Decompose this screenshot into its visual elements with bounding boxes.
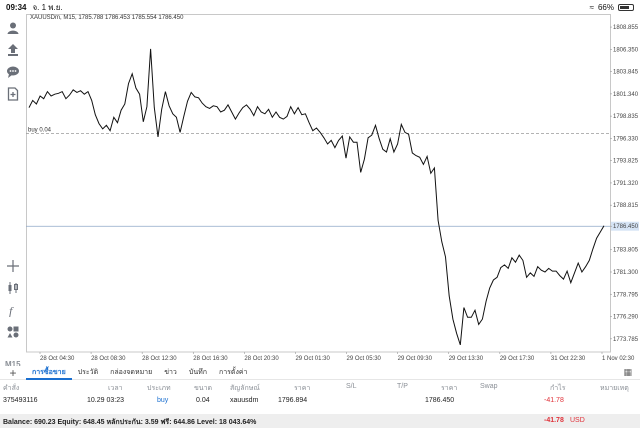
position-size: 0.04 xyxy=(196,397,210,404)
trade-panel: + การซื้อขาย ประวัติ กล่องจดหมาย ข่าว บั… xyxy=(0,366,640,447)
battery-icon xyxy=(618,3,634,11)
position-symbol: xauusdm xyxy=(230,397,259,404)
price-tick-label: 1808.855 xyxy=(613,25,639,31)
current-price-tag xyxy=(611,221,639,231)
time-tick-label: 28 Oct 16:30 xyxy=(193,356,228,362)
price-tick-label: 1806.350 xyxy=(613,47,639,53)
time-tick-label: 1 Nov 02:30 xyxy=(602,356,635,362)
user-icon[interactable] xyxy=(2,17,24,39)
position-time: 10.29 03:23 xyxy=(87,397,124,404)
price-tick-label: 1778.795 xyxy=(613,292,639,298)
position-order: 375493116 xyxy=(3,397,38,404)
price-tick-label: 1793.825 xyxy=(613,159,639,165)
price-tick-label: 1788.815 xyxy=(613,203,639,209)
status-bar: 09:34 จ. 1 พ.ย. ≈ 66% xyxy=(0,0,640,14)
position-type: buy xyxy=(157,397,169,404)
position-row[interactable]: 375493116 10.29 03:23 buy 0.04 xauusdm 1… xyxy=(0,394,640,408)
svg-text:f: f xyxy=(9,304,14,317)
time-tick-label: 31 Oct 22:30 xyxy=(551,356,586,362)
status-time: 09:34 xyxy=(6,2,27,12)
price-tick-label: 1776.290 xyxy=(613,315,639,321)
tab-news[interactable]: ข่าว xyxy=(164,368,177,376)
col-time: เวลา xyxy=(108,385,123,392)
add-document-icon[interactable] xyxy=(2,83,24,105)
col-swap: Swap xyxy=(480,383,498,390)
time-tick-label: 28 Oct 04:30 xyxy=(40,356,75,362)
col-current-price: ราคา xyxy=(441,385,458,392)
balance-text: Balance: 690.23 Equity: 648.45 หลักประกั… xyxy=(3,419,257,426)
time-tick-label: 28 Oct 12:30 xyxy=(142,356,177,362)
price-tick-label: 1803.845 xyxy=(613,70,639,76)
col-profit: กำไร xyxy=(550,385,566,392)
time-tick-label: 28 Oct 08:30 xyxy=(91,356,126,362)
currency-label: USD xyxy=(570,417,585,424)
price-tick-label: 1798.835 xyxy=(613,114,639,120)
function-icon[interactable]: f xyxy=(2,299,24,321)
price-chart[interactable]: 1808.855 1806.350 1803.845 1801.340 1798.835… xyxy=(26,14,640,366)
col-comment: หมายเหตุ xyxy=(600,385,629,392)
left-toolbar: f M15 xyxy=(0,14,26,369)
crosshair-icon[interactable] xyxy=(2,255,24,277)
trade-tabs: + การซื้อขาย ประวัติ กล่องจดหมาย ข่าว บั… xyxy=(0,366,640,380)
col-size: ขนาด xyxy=(194,385,213,392)
col-sl: S/L xyxy=(346,383,357,390)
col-type: ประเภท xyxy=(147,385,171,392)
price-line xyxy=(28,48,605,346)
chart-canvas[interactable]: 1808.855 1806.350 1803.845 1801.340 1798.835… xyxy=(26,14,640,366)
chat-icon[interactable] xyxy=(2,61,24,83)
panel-layout-icon[interactable]: ▦ xyxy=(623,367,632,377)
chart-frame xyxy=(26,14,611,353)
position-profit: -41.78 xyxy=(544,397,564,404)
timeframe-label[interactable]: M15 xyxy=(5,360,21,369)
objects-icon[interactable] xyxy=(2,321,24,343)
price-tick-label: 1791.320 xyxy=(613,181,639,187)
col-price: ราคา xyxy=(294,385,311,392)
balance-bar: Balance: 690.23 Equity: 648.45 หลักประกั… xyxy=(0,414,640,428)
price-tick-label: 1796.330 xyxy=(613,136,639,142)
add-order-icon[interactable]: + xyxy=(9,365,17,380)
order-icon[interactable] xyxy=(2,39,24,61)
price-tick-label: 1786.450 xyxy=(613,224,639,230)
positions-header: คำสั่ง เวลา ประเภท ขนาด สัญลักษณ์ ราคา S… xyxy=(0,380,640,394)
battery-percent: 66% xyxy=(597,2,614,12)
wifi-icon: ≈ xyxy=(589,2,594,12)
col-order: คำสั่ง xyxy=(3,385,20,392)
price-tick-label: 1783.805 xyxy=(613,248,639,254)
time-tick-label: 29 Oct 01:30 xyxy=(295,356,330,362)
position-price: 1796.894 xyxy=(278,397,308,404)
tab-trade[interactable]: การซื้อขาย xyxy=(26,366,72,380)
tab-history[interactable]: ประวัติ xyxy=(77,368,99,376)
col-symbol: สัญลักษณ์ xyxy=(230,385,260,392)
tab-journal[interactable]: บันทึก xyxy=(188,368,207,376)
time-tick-label: 29 Oct 09:30 xyxy=(398,356,433,362)
order-line-label: buy 0.04 xyxy=(28,127,52,133)
status-date: จ. 1 พ.ย. xyxy=(32,2,63,12)
price-tick-label: 1781.300 xyxy=(613,270,639,276)
price-tick-label: 1801.340 xyxy=(613,92,639,98)
price-tick-label: 1773.785 xyxy=(613,337,639,343)
time-tick-label: 28 Oct 20:30 xyxy=(244,356,279,362)
time-tick-label: 29 Oct 05:30 xyxy=(347,356,382,362)
time-tick-label: 29 Oct 13:30 xyxy=(449,356,484,362)
status-right: ≈ 66% xyxy=(590,3,634,12)
position-current-price: 1786.450 xyxy=(425,397,455,404)
time-tick-label: 29 Oct 17:30 xyxy=(500,356,535,362)
col-tp: T/P xyxy=(397,383,408,390)
total-profit: -41.78 xyxy=(544,417,564,424)
candles-icon[interactable] xyxy=(2,277,24,299)
tab-mailbox[interactable]: กล่องจดหมาย xyxy=(110,368,153,376)
chart-header: XAUUSDm, M15, 1785.788 1786.453 1785.554… xyxy=(30,15,184,21)
tab-settings[interactable]: การตั้งค่า xyxy=(218,368,248,376)
